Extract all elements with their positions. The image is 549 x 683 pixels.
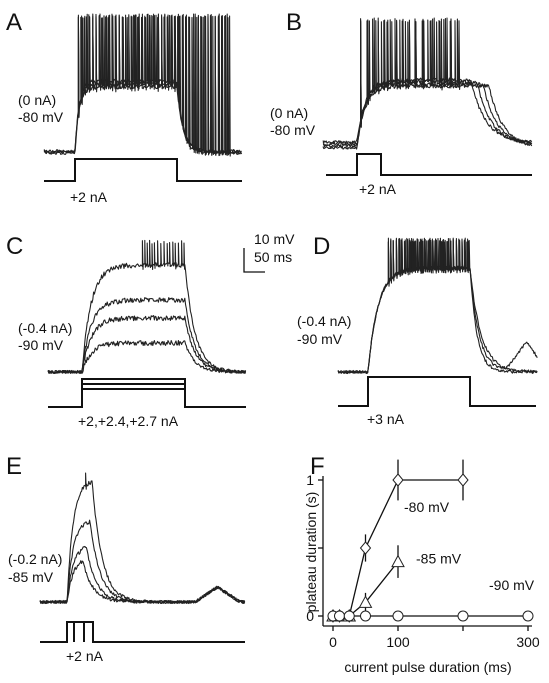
y-tick-label: 0 (306, 608, 314, 624)
panel-e-voltage-traces (39, 472, 246, 605)
series-label: -80 mV (404, 499, 450, 515)
panel-c-trace (47, 297, 246, 374)
panel-e-current-commands (40, 621, 245, 643)
panel-d-membrane-potential: -90 mV (297, 331, 343, 347)
series-triangle: -85 mV (326, 545, 462, 622)
data-point-circle (522, 610, 534, 622)
scale-bar-lines (243, 248, 265, 273)
panel-d-trace (337, 237, 538, 374)
data-point-circle (392, 610, 404, 622)
scale-bar-voltage: 10 mV (254, 231, 295, 247)
panel-b: B (0 nA) -80 mV +2 nA (270, 9, 533, 197)
panel-d: D (-0.4 nA) -90 mV +3 nA (297, 233, 538, 427)
panel-a-current-command (44, 158, 242, 182)
panel-a-label: A (6, 9, 22, 36)
panel-c-membrane-potential: -90 mV (18, 337, 64, 353)
data-point-circle (360, 610, 371, 622)
data-point-circle (343, 610, 355, 622)
scale-bar: 10 mV 50 ms (243, 231, 295, 273)
panel-b-label: B (286, 9, 302, 36)
y-tick-label: 1 (306, 472, 314, 488)
panel-e-trace (39, 545, 246, 605)
panel-b-trace (322, 17, 533, 150)
panel-b-current-command (326, 153, 532, 176)
panel-f-chart: 0 1 0 100 300 -80 mV -85 mV -90 mV current pul… (303, 459, 540, 675)
panel-a-stimulus-label: +2 nA (70, 189, 108, 205)
panel-c-voltage-traces (47, 239, 247, 375)
panel-d-stimulus-label: +3 nA (367, 411, 405, 427)
panel-c-stimulus-label: +2,+2.4,+2.7 nA (78, 413, 179, 429)
scale-bar-time: 50 ms (254, 249, 292, 265)
panel-c-holding-current: (-0.4 nA) (18, 320, 72, 336)
panel-e: E (-0.2 nA) -85 mV +2 nA (6, 453, 246, 664)
panel-d-label: D (313, 233, 330, 260)
x-tick-label: 300 (516, 634, 540, 650)
panel-a-voltage-traces (43, 13, 243, 157)
data-point-diamond (457, 473, 469, 487)
data-point-triangle (358, 595, 373, 608)
axis-ticks: 0 1 0 100 300 (306, 472, 540, 650)
panel-b-stimulus-label: +2 nA (359, 181, 397, 197)
panel-e-holding-current: (-0.2 nA) (8, 551, 62, 567)
series-diamond: -80 mV (327, 459, 469, 623)
series-circle: -90 mV (327, 577, 535, 622)
series-label: -85 mV (416, 551, 462, 567)
panel-e-trace (39, 560, 246, 605)
data-point-circle (457, 610, 469, 622)
panel-c-trace (47, 239, 247, 375)
x-tick-label: 100 (386, 634, 410, 650)
x-tick-label: 0 (329, 634, 337, 650)
data-point-diamond (359, 541, 372, 555)
data-point-triangle (391, 554, 405, 568)
data-point-circle (334, 610, 345, 622)
panel-e-stimulus-label: +2 nA (66, 648, 104, 664)
panel-a-holding-current: (0 nA) (18, 92, 56, 108)
panel-f: F 0 1 0 100 300 -80 mV -85 mV -90 mV current p… (303, 453, 540, 675)
panel-c-current-commands (48, 378, 246, 408)
data-point-diamond (392, 473, 404, 487)
series-label: -90 mV (489, 577, 535, 593)
panel-d-trace (337, 238, 538, 374)
panel-b-holding-current: (0 nA) (270, 105, 308, 121)
y-axis-label: plateau duration (s) (303, 492, 319, 613)
panel-b-membrane-potential: -80 mV (270, 122, 316, 138)
x-axis-label: current pulse duration (ms) (344, 659, 511, 675)
panel-d-current-command (338, 376, 536, 407)
panel-c-label: C (6, 233, 23, 260)
panel-c: C (-0.4 nA) -90 mV +2,+2.4,+2.7 nA (6, 233, 247, 429)
panel-d-voltage-traces (337, 237, 538, 375)
panel-a: A (0 nA) -80 mV +2 nA (6, 9, 243, 205)
panel-e-membrane-potential: -85 mV (8, 569, 54, 585)
chart-series: -80 mV -85 mV -90 mV (326, 459, 535, 623)
panel-a-membrane-potential: -80 mV (18, 109, 64, 125)
panel-d-holding-current: (-0.4 nA) (297, 313, 351, 329)
panel-b-voltage-traces (322, 17, 533, 150)
panel-a-trace (43, 13, 243, 157)
panel-e-trace (39, 472, 246, 605)
panel-f-label: F (310, 453, 325, 480)
panel-e-label: E (6, 453, 22, 480)
panel-e-trace (39, 519, 246, 604)
